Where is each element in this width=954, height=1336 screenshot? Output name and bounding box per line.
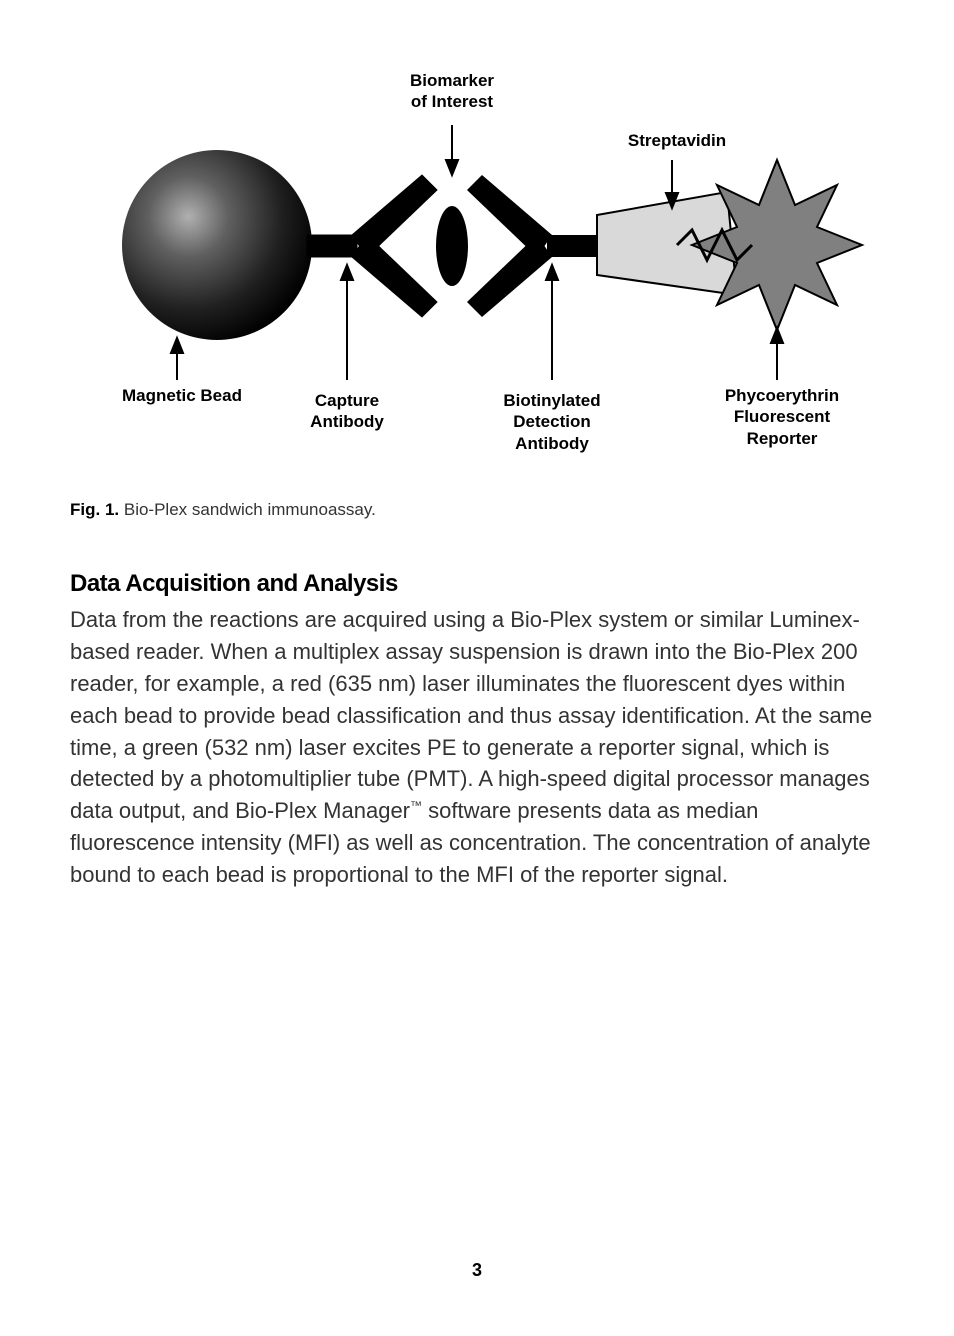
label-biomarker: Biomarkerof Interest: [377, 70, 527, 113]
phycoerythrin-shape: [692, 160, 862, 330]
page-number: 3: [0, 1260, 954, 1281]
biomarker-shape: [436, 206, 468, 286]
label-streptavidin: Streptavidin: [617, 130, 737, 151]
capture-antibody-shape: [307, 175, 437, 317]
label-capture-antibody: CaptureAntibody: [287, 390, 407, 433]
label-magnetic-bead: Magnetic Bead: [107, 385, 257, 406]
figure-caption: Fig. 1. Bio-Plex sandwich immunoassay.: [70, 500, 884, 520]
section-heading: Data Acquisition and Analysis: [70, 570, 884, 598]
caption-text: Bio-Plex sandwich immunoassay.: [124, 500, 376, 519]
detection-antibody-shape: [467, 175, 597, 317]
magnetic-bead-shape: [122, 150, 312, 340]
label-phycoerythrin: PhycoerythrinFluorescentReporter: [707, 385, 857, 449]
section-body: Data from the reactions are acquired usi…: [70, 604, 884, 891]
caption-prefix: Fig. 1.: [70, 500, 119, 519]
immunoassay-diagram: Biomarkerof Interest Streptavidin Magnet…: [77, 70, 877, 470]
label-biotinylated: BiotinylatedDetectionAntibody: [487, 390, 617, 454]
